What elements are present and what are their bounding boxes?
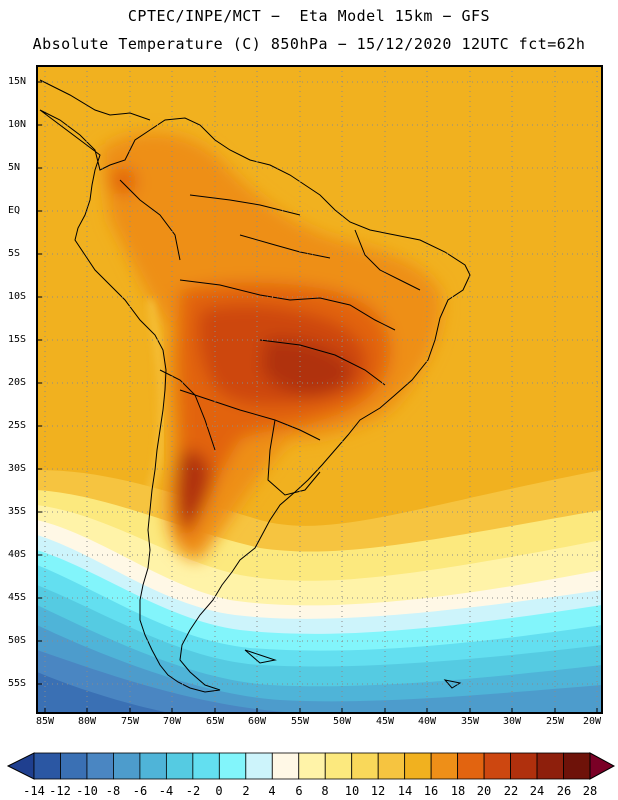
colorbar-label: 16 [423, 784, 439, 798]
colorbar-swatch [430, 752, 459, 780]
lon-label: 30W [502, 716, 522, 727]
lat-label: 50S [8, 635, 27, 646]
colorbar-swatch [139, 752, 167, 780]
lon-label: 60W [247, 716, 267, 727]
colorbar-label: 14 [397, 784, 413, 798]
temperature-field [37, 66, 602, 713]
colorbar-swatch [536, 752, 564, 780]
colorbar-swatch [86, 752, 114, 780]
colorbar-label: -4 [158, 784, 174, 798]
colorbar-arrow-low [6, 752, 35, 780]
colorbar-label: 8 [321, 784, 329, 798]
colorbar-label: -14 [23, 784, 45, 798]
colorbar-label: 10 [344, 784, 360, 798]
colorbar-label: -6 [132, 784, 148, 798]
axis-ticks [37, 81, 598, 713]
lat-label: 5S [8, 248, 21, 259]
lon-label: 25W [545, 716, 565, 727]
lon-label: 75W [120, 716, 140, 727]
lon-label: 70W [162, 716, 182, 727]
colorbar-swatch [165, 752, 194, 780]
lat-label: 45S [8, 592, 27, 603]
colorbar-label: 4 [268, 784, 276, 798]
lat-label: 55S [8, 678, 27, 689]
lat-label: 5N [8, 162, 21, 173]
lat-label: 35S [8, 506, 27, 517]
colorbar-label: 2 [242, 784, 250, 798]
lat-label: 20S [8, 377, 27, 388]
colorbar-swatch [113, 752, 141, 780]
colorbar-swatch [483, 752, 511, 780]
colorbar-swatch [298, 752, 326, 780]
lon-label: 80W [77, 716, 97, 727]
colorbar-swatch [60, 752, 88, 780]
colorbar-label: 28 [582, 784, 598, 798]
colorbar-label: 24 [529, 784, 545, 798]
lon-label: 20W [582, 716, 602, 727]
colorbar-label: 6 [295, 784, 303, 798]
lat-label: 10S [8, 291, 27, 302]
colorbar-label: -2 [185, 784, 201, 798]
coastlines [39, 79, 471, 693]
lon-label: 45W [375, 716, 395, 727]
lon-label: 35W [460, 716, 480, 727]
lat-label: 25S [8, 420, 27, 431]
colorbar-swatch [404, 752, 432, 780]
graticule [37, 66, 602, 713]
colorbar-swatch [33, 752, 61, 780]
colorbar-label: 20 [476, 784, 492, 798]
colorbar-swatch [377, 752, 406, 780]
colorbar-swatch [563, 752, 591, 780]
lon-label: 40W [417, 716, 437, 727]
colorbar-swatch [324, 752, 353, 780]
lon-label: 85W [35, 716, 55, 727]
map-title: CPTEC/INPE/MCT − Eta Model 15km − GFS [127, 7, 491, 25]
lon-label: 50W [332, 716, 352, 727]
map-frame [36, 65, 603, 714]
map-subtitle: Absolute Temperature (C) 850hPa − 15/12/… [32, 35, 586, 53]
colorbar-label: 0 [215, 784, 223, 798]
lat-label: 15S [8, 334, 27, 345]
colorbar-swatch [218, 752, 247, 780]
lat-label: 30S [8, 463, 27, 474]
colorbar-swatch [271, 752, 300, 780]
lat-label: 40S [8, 549, 27, 560]
colorbar-label: 22 [503, 784, 519, 798]
colorbar-swatch [245, 752, 273, 780]
lon-label: 65W [205, 716, 225, 727]
colorbar-swatch [351, 752, 379, 780]
colorbar-label: -8 [105, 784, 121, 798]
colorbar-arrow-high [589, 752, 616, 780]
colorbar-label: 26 [556, 784, 572, 798]
colorbar-swatch [192, 752, 220, 780]
lon-label: 55W [290, 716, 310, 727]
lat-label: 15N [8, 76, 27, 87]
colorbar-label: 18 [450, 784, 466, 798]
colorbar-swatch [510, 752, 538, 780]
colorbar-label: -10 [76, 784, 98, 798]
lat-label: EQ [8, 205, 21, 216]
lat-label: 10N [8, 119, 27, 130]
colorbar [6, 752, 616, 780]
colorbar-swatch [457, 752, 485, 780]
colorbar-label: -12 [49, 784, 71, 798]
colorbar-label: 12 [370, 784, 386, 798]
